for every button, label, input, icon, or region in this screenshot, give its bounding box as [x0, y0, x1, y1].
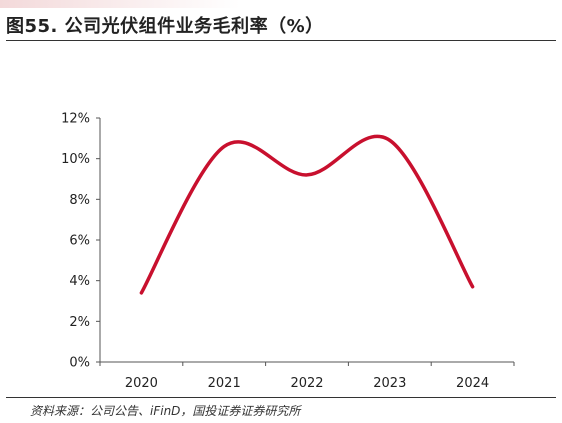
y-tick-label: 4%: [69, 274, 90, 289]
y-tick-label: 0%: [69, 356, 90, 371]
x-tick-label: 2021: [208, 376, 241, 391]
y-tick-label: 12%: [61, 112, 90, 127]
chart-axes: 0% 2% 4% 6% 8% 10% 12% 2020 2021 2022 2023 2024: [61, 112, 515, 391]
y-tick-label: 8%: [69, 193, 90, 208]
x-tick-label: 2022: [290, 376, 323, 391]
x-tick-label: 2020: [125, 376, 158, 391]
title-accent-bar: [0, 0, 240, 8]
title-divider: [6, 40, 556, 41]
chart-series: [139, 134, 475, 295]
figure-title: 图55. 公司光伏组件业务毛利率（%）: [6, 16, 324, 37]
y-tick-label: 2%: [69, 315, 90, 330]
y-tick-label: 6%: [69, 234, 90, 249]
x-tick-label: 2024: [456, 376, 489, 391]
footer-divider: [6, 397, 556, 398]
y-tick-label: 10%: [61, 152, 90, 167]
source-note: 资料来源：公司公告、iFinD，国投证券证券研究所: [30, 404, 301, 418]
series-line: [139, 134, 475, 295]
x-tick-label: 2023: [373, 376, 406, 391]
